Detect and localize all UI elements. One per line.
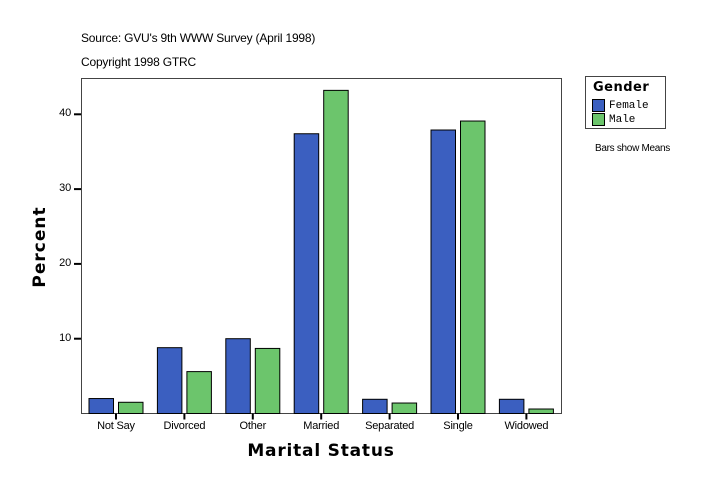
bar-female-single: [430, 129, 456, 414]
plot-frame: [81, 78, 562, 414]
x-tick-label: Single: [443, 420, 473, 432]
female-swatch: [592, 99, 605, 112]
legend-label-male: Male: [609, 113, 636, 126]
bar-male-divorced: [186, 371, 212, 414]
x-axis-title: Marital Status: [247, 441, 395, 461]
bar-female-other: [225, 338, 251, 415]
bar-male-widowed: [528, 408, 554, 414]
x-tick-label: Divorced: [163, 420, 206, 432]
bar-female-married: [293, 133, 320, 415]
bar-female-separated: [362, 398, 388, 414]
x-tick-label: Not Say: [97, 420, 135, 432]
x-tick-label: Other: [239, 420, 267, 432]
x-tick-label: Separated: [365, 420, 415, 432]
x-axis-ticks: [115, 413, 528, 420]
legend-item-male: Male: [592, 113, 635, 126]
y-axis-ticks: [74, 113, 81, 340]
bar-male-separated: [391, 402, 418, 415]
y-tick-label: 10: [59, 331, 71, 344]
bar-female-widowed: [498, 398, 525, 414]
bar-male-other: [254, 347, 281, 415]
male-swatch: [592, 113, 605, 126]
x-tick-label: Married: [303, 420, 340, 432]
source-caption: Source: GVU's 9th WWW Survey (April 1998…: [81, 31, 316, 45]
bar-male-married: [323, 89, 349, 414]
copyright-caption: Copyright 1998 GTRC: [81, 55, 196, 69]
bar-female-divorced: [156, 347, 183, 414]
bars-group: [88, 89, 554, 415]
x-tick-label: Widowed: [504, 420, 549, 432]
bars-show-means-note: Bars show Means: [595, 143, 670, 154]
bar-female-not-say: [88, 398, 114, 415]
legend: Gender Female Male: [585, 76, 666, 129]
y-tick-label: 20: [59, 256, 71, 269]
y-tick-label: 30: [59, 182, 71, 195]
legend-label-female: Female: [609, 99, 649, 112]
legend-title: Gender: [593, 80, 650, 95]
bar-male-single: [460, 120, 486, 414]
bar-male-not-say: [118, 401, 144, 414]
legend-item-female: Female: [592, 99, 649, 112]
y-tick-label: 40: [59, 107, 71, 120]
y-axis-title: Percent: [30, 206, 50, 288]
